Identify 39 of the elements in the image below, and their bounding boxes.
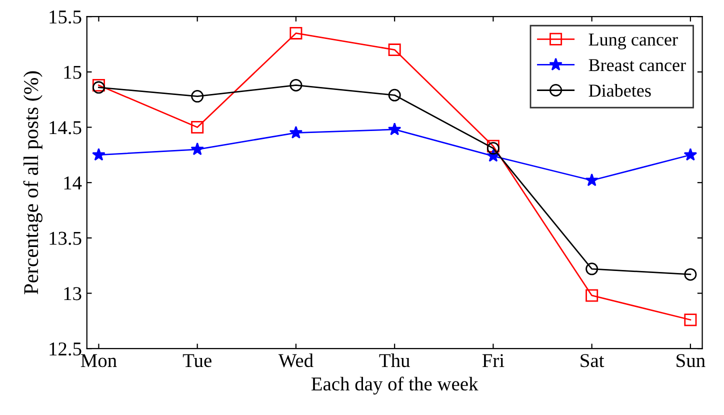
- point: [92, 148, 106, 161]
- x-tick-label: Sat: [580, 354, 604, 368]
- point: [586, 262, 598, 276]
- x-tick-label: Wed: [278, 353, 314, 368]
- point: [92, 81, 105, 94]
- point: [290, 78, 302, 92]
- y-tick-label: 13: [64, 287, 82, 300]
- point: [486, 140, 500, 152]
- x-tick-label: Thu: [379, 353, 410, 368]
- point: [684, 268, 697, 281]
- point: [684, 314, 697, 326]
- x-tick-label: Fri: [482, 354, 504, 367]
- point: [191, 90, 204, 103]
- x-tick-label: Mon: [80, 354, 117, 368]
- x-axis-title: Each day of the week: [311, 376, 478, 395]
- point: [190, 142, 204, 156]
- y-tick-label: 15: [64, 66, 82, 79]
- point: [290, 26, 302, 40]
- point: [586, 289, 598, 302]
- point: [191, 121, 204, 134]
- legend-label: Breast cancer: [588, 59, 686, 72]
- point: [684, 148, 698, 161]
- point: [289, 126, 303, 139]
- legend-label: Lung cancer: [588, 34, 678, 50]
- point: [585, 173, 598, 186]
- legend-label: Diabetes: [588, 84, 651, 97]
- y-tick-label: 14.5: [50, 121, 82, 134]
- x-tick-label: Sun: [676, 354, 706, 368]
- point: [486, 142, 500, 155]
- point: [388, 88, 401, 102]
- y-tick-label: 15.5: [50, 10, 82, 24]
- y-tick-label: 12.5: [50, 342, 82, 356]
- point: [388, 44, 401, 56]
- point: [388, 122, 402, 136]
- point: [92, 78, 105, 92]
- y-tick-label: 13.5: [50, 232, 82, 245]
- y-axis-title: Percentage of all posts (%): [23, 71, 42, 294]
- x-tick-label: Tue: [182, 354, 212, 368]
- y-tick-label: 14: [64, 176, 82, 190]
